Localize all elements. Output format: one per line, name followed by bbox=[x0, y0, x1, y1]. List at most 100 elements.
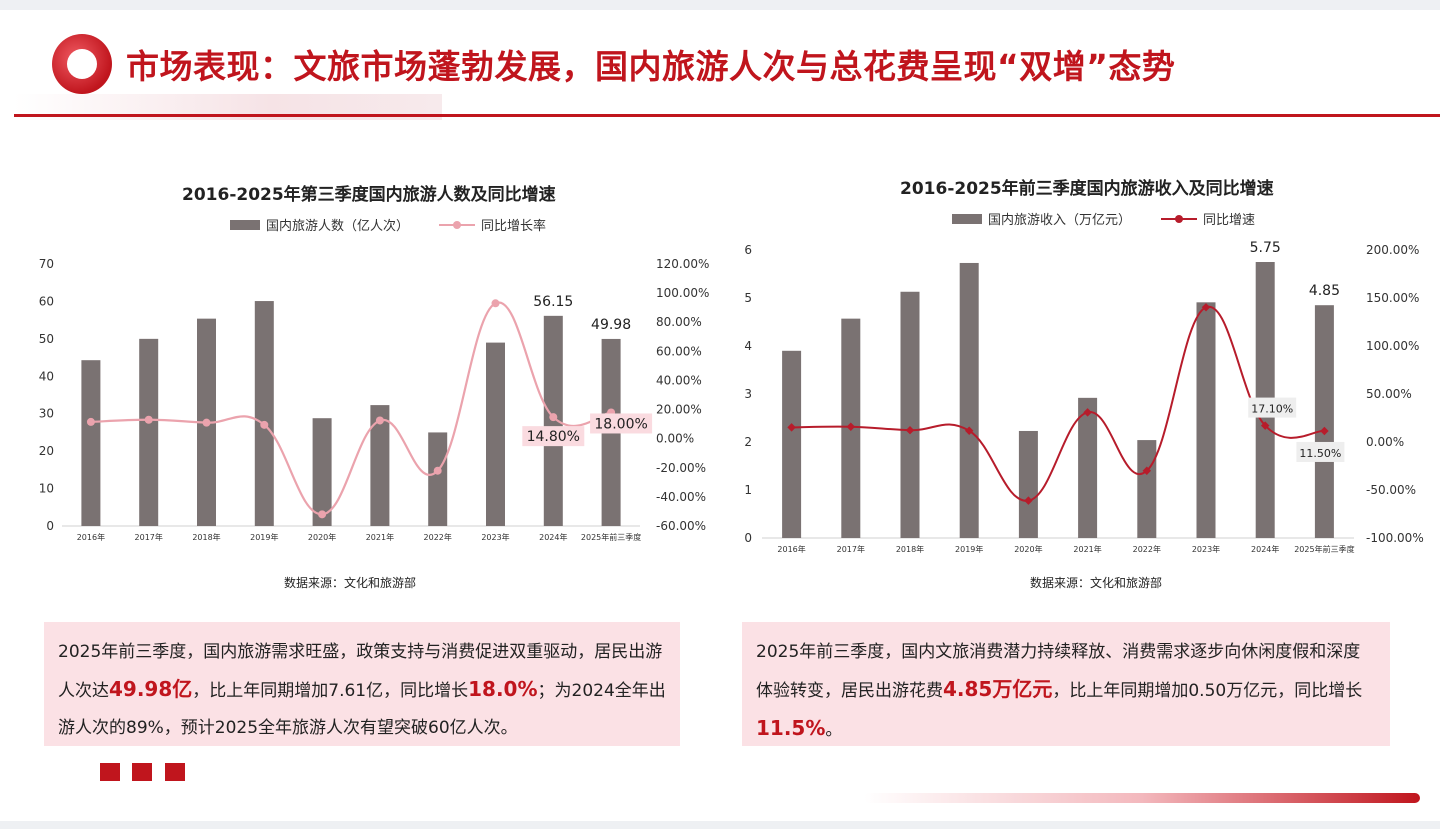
note-text: ，比上年同期增加0.50万亿元，同比增长 bbox=[1052, 681, 1363, 701]
bottom-band bbox=[0, 821, 1440, 829]
bar bbox=[81, 360, 101, 526]
line-point bbox=[549, 413, 558, 422]
y-tick-left: 4 bbox=[744, 339, 752, 353]
line-point bbox=[491, 299, 500, 308]
x-tick-label: 2023年 bbox=[1192, 544, 1220, 554]
page-title: 市场表现：文旅市场蓬勃发展，国内旅游人次与总花费呈现“双增”态势 bbox=[126, 47, 1176, 86]
bar-data-label: 56.15 bbox=[533, 294, 573, 310]
x-tick-label: 2023年 bbox=[481, 532, 509, 542]
x-tick-label: 2024年 bbox=[539, 532, 567, 542]
growth-line bbox=[90, 301, 612, 516]
y-tick-right: -40.00% bbox=[656, 490, 706, 504]
legend-left: 国内旅游人数（亿人次） 同比增长率 bbox=[230, 215, 546, 234]
note-text: 2025年前三季度，国内旅游需求旺盛，政策支持与消费促进双重驱动，居民出游人次达 bbox=[58, 642, 663, 701]
note-text: 2025年前三季度，国内文旅消费潜力持续释放、消费需求逐步向休闲度假和深度体验转… bbox=[756, 642, 1361, 701]
note-text: ，比上年同期增加7.61亿，同比增长 bbox=[192, 681, 469, 701]
bar bbox=[254, 301, 274, 526]
y-tick-left: 1 bbox=[744, 483, 752, 497]
x-tick-label: 2018年 bbox=[896, 544, 924, 554]
bar bbox=[486, 342, 505, 526]
y-tick-right: 100.00% bbox=[1366, 339, 1419, 353]
line-point bbox=[787, 423, 796, 432]
x-tick-label: 2022年 bbox=[1133, 544, 1161, 554]
y-tick-left: 10 bbox=[39, 482, 54, 496]
title-divider bbox=[14, 114, 1440, 117]
y-tick-right: -50.00% bbox=[1366, 483, 1416, 497]
y-tick-right: 100.00% bbox=[656, 286, 709, 300]
chart-left: 0 10 20 30 40 50 60 70 -60.00% -40.00% -20.00% 0.00… bbox=[39, 257, 710, 542]
y-tick-left: 3 bbox=[744, 387, 752, 401]
bar bbox=[1137, 440, 1157, 538]
chart-right: 0 1 2 3 4 5 6 -100.00% -50.00% 0.00% 50.00% 100.00%… bbox=[744, 240, 1424, 554]
line-label-bg bbox=[1248, 397, 1297, 418]
bar bbox=[370, 405, 390, 526]
growth-line bbox=[791, 306, 1325, 502]
x-tick-label: 2020年 bbox=[1014, 544, 1042, 554]
line-data-label: 17.10% bbox=[1251, 403, 1293, 416]
line-label-bg bbox=[522, 426, 585, 447]
bar-data-label: 49.98 bbox=[591, 317, 631, 333]
x-tick-label: 2025年前三季度 bbox=[581, 532, 641, 542]
source-right: 数据来源：文化和旅游部 bbox=[1030, 576, 1163, 590]
line-point bbox=[433, 466, 442, 475]
bar bbox=[428, 432, 448, 526]
x-tick-label: 2024年 bbox=[1251, 544, 1279, 554]
note-right: 2025年前三季度，国内文旅消费潜力持续释放、消费需求逐步向休闲度假和深度体验转… bbox=[742, 622, 1390, 746]
y-tick-right: -60.00% bbox=[656, 519, 706, 533]
legend-bar-swatch bbox=[952, 213, 982, 224]
y-tick-left: 50 bbox=[39, 332, 54, 346]
y-tick-right: 20.00% bbox=[656, 403, 702, 417]
line-point bbox=[144, 415, 153, 424]
y-tick-left: 30 bbox=[39, 407, 54, 421]
legend-line-swatch bbox=[1161, 214, 1198, 223]
bar bbox=[1018, 430, 1038, 538]
line-label-bg bbox=[1296, 441, 1345, 462]
y-tick-left: 5 bbox=[744, 291, 752, 305]
y-tick-left: 2 bbox=[744, 435, 752, 449]
x-tick-label: 2017年 bbox=[135, 532, 163, 542]
x-tick-label: 2022年 bbox=[424, 532, 452, 542]
line-data-label: 14.80% bbox=[527, 429, 580, 445]
x-tick-label: 2017年 bbox=[837, 544, 865, 554]
bar bbox=[782, 350, 802, 538]
top-band bbox=[0, 0, 1440, 10]
line-point bbox=[260, 420, 269, 429]
y-tick-right: 50.00% bbox=[1366, 387, 1412, 401]
y-tick-right: -100.00% bbox=[1366, 531, 1424, 545]
note-left: 2025年前三季度，国内旅游需求旺盛，政策支持与消费促进双重驱动，居民出游人次达… bbox=[44, 622, 680, 746]
deco-square bbox=[132, 763, 152, 781]
y-tick-left: 6 bbox=[744, 243, 752, 257]
y-tick-left: 40 bbox=[39, 369, 54, 383]
bar bbox=[1314, 305, 1334, 538]
line-point bbox=[86, 417, 95, 426]
bar bbox=[139, 338, 159, 526]
bar bbox=[1078, 397, 1098, 538]
x-tick-label: 2019年 bbox=[250, 532, 278, 542]
y-tick-right: 200.00% bbox=[1366, 243, 1419, 257]
bar-data-label: 5.75 bbox=[1250, 240, 1281, 256]
bar bbox=[959, 262, 979, 538]
y-tick-left: 0 bbox=[744, 531, 752, 545]
y-tick-right: 40.00% bbox=[656, 373, 702, 387]
y-tick-left: 70 bbox=[39, 257, 54, 271]
x-tick-label: 2016年 bbox=[77, 532, 105, 542]
line-point bbox=[375, 416, 384, 425]
chart-title-left: 2016-2025年第三季度国内旅游人数及同比增速 bbox=[182, 185, 556, 205]
note-text: ；为2024全年出游人次的89%，预计2025全年旅游人次有望突破60亿人次。 bbox=[58, 681, 666, 738]
bar bbox=[900, 291, 920, 538]
bar bbox=[312, 418, 332, 526]
legend-line-label: 同比增速 bbox=[1203, 213, 1256, 228]
y-tick-right: -20.00% bbox=[656, 461, 706, 475]
legend-line-swatch bbox=[439, 220, 476, 229]
legend-line-label: 同比增长率 bbox=[481, 219, 547, 234]
line-point bbox=[318, 510, 327, 519]
line-data-label: 18.00% bbox=[594, 416, 647, 432]
y-tick-left: 0 bbox=[46, 519, 54, 533]
y-tick-right: 150.00% bbox=[1366, 291, 1419, 305]
line-point bbox=[1142, 466, 1152, 476]
legend-right: 国内旅游收入（万亿元） 同比增速 bbox=[952, 209, 1255, 228]
bottom-gradient-bar bbox=[864, 793, 1420, 803]
legend-bar-label: 国内旅游人数（亿人次） bbox=[266, 219, 410, 234]
deco-square bbox=[165, 763, 185, 781]
note-highlight: 18.0% bbox=[468, 677, 538, 701]
